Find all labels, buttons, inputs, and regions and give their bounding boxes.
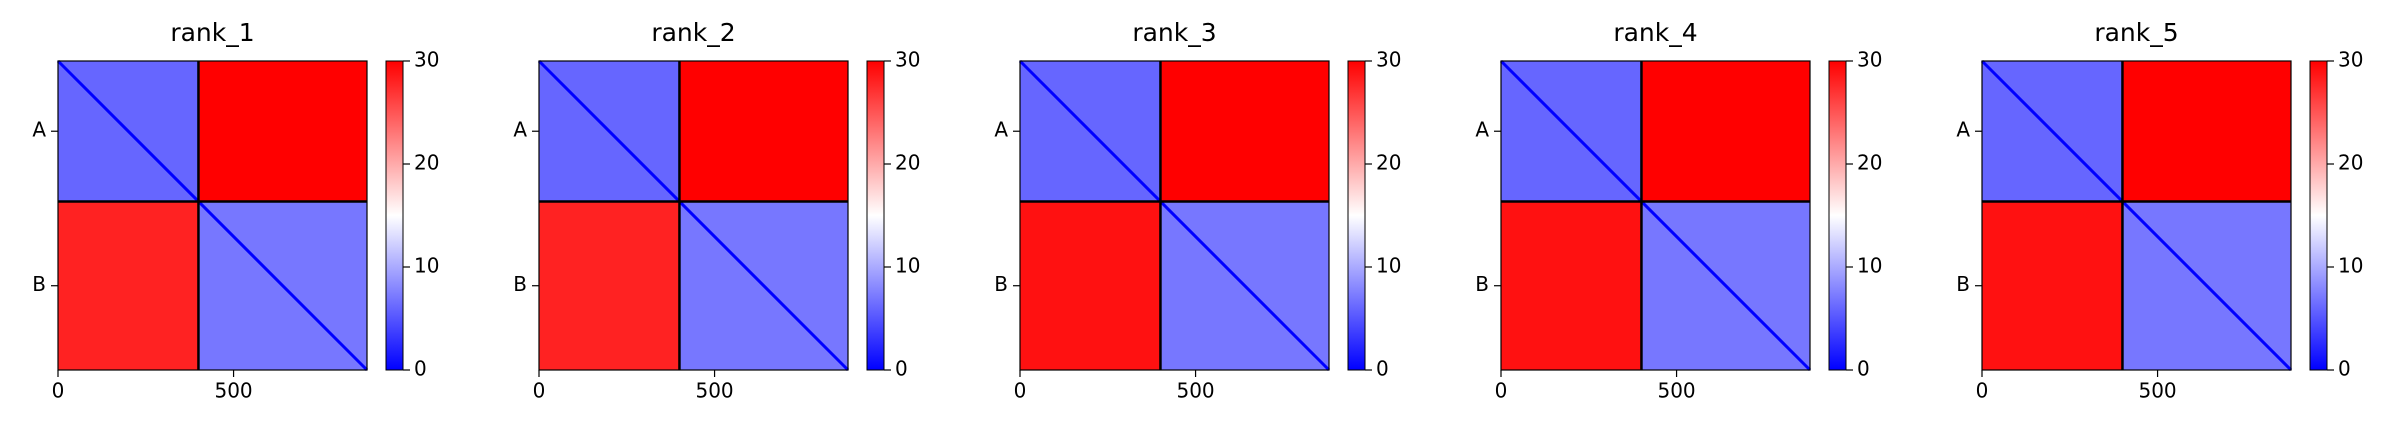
- y-tick-label: A: [994, 118, 1008, 142]
- y-tick-label: B: [513, 272, 527, 296]
- colorbar-tick-label: 0: [1857, 357, 1870, 381]
- plot-frame: [57, 60, 368, 371]
- diagonal: [56, 59, 200, 203]
- x-tick-label: 500: [214, 379, 252, 403]
- colorbar-tick-label: 0: [1376, 357, 1389, 381]
- colorbar: [385, 60, 404, 371]
- colorbar-tick-label: 30: [414, 48, 439, 72]
- diagonal: [197, 200, 369, 372]
- x-tick-label: 500: [2138, 379, 2176, 403]
- diagonal: [537, 59, 681, 203]
- plot-frame: [1981, 60, 2292, 371]
- colorbar-tick-label: 30: [1376, 48, 1401, 72]
- chart-title: rank_1: [170, 18, 254, 47]
- colorbar-tick-label: 20: [414, 151, 439, 175]
- colorbar-tick-label: 30: [895, 48, 920, 72]
- colorbar-tick-label: 0: [895, 357, 908, 381]
- colorbar: [2309, 60, 2328, 371]
- x-tick-label: 0: [533, 379, 546, 403]
- plot-frame: [538, 60, 849, 371]
- colorbar-tick-label: 10: [895, 254, 920, 278]
- colorbar-tick-label: 10: [1376, 254, 1401, 278]
- colorbar-tick-label: 20: [1376, 151, 1401, 175]
- colorbar-tick-label: 10: [2338, 254, 2363, 278]
- diagonal: [1980, 59, 2124, 203]
- heatmap-cell: [1160, 61, 1329, 202]
- heatmap-cell: [1641, 61, 1810, 202]
- x-tick-label: 500: [695, 379, 733, 403]
- colorbar-tick-label: 20: [2338, 151, 2363, 175]
- heatmap-cell: [198, 61, 367, 202]
- y-tick-label: B: [994, 272, 1008, 296]
- y-tick-label: B: [1956, 272, 1970, 296]
- heatmap-cell: [679, 61, 848, 202]
- diagonal: [1640, 200, 1812, 372]
- plot-frame: [1500, 60, 1811, 371]
- diagonal: [1499, 59, 1643, 203]
- heatmap-cell: [58, 201, 199, 370]
- colorbar: [1828, 60, 1847, 371]
- chart-title: rank_5: [2094, 18, 2178, 47]
- heatmap-cell: [539, 201, 680, 370]
- x-tick-label: 0: [1014, 379, 1027, 403]
- diagonal: [1018, 59, 1162, 203]
- chart-title: rank_3: [1132, 18, 1216, 47]
- x-tick-label: 500: [1657, 379, 1695, 403]
- diagonal: [678, 200, 850, 372]
- colorbar-tick-label: 10: [414, 254, 439, 278]
- colorbar-tick-label: 30: [2338, 48, 2363, 72]
- y-tick-label: A: [1956, 118, 1970, 142]
- colorbar-tick-label: 20: [895, 151, 920, 175]
- y-tick-label: A: [513, 118, 527, 142]
- heatmap-cell: [1020, 201, 1161, 370]
- colorbar-tick-label: 0: [2338, 357, 2351, 381]
- chart-title: rank_4: [1613, 18, 1697, 47]
- colorbar-tick-label: 30: [1857, 48, 1882, 72]
- diagonal: [1159, 200, 1331, 372]
- colorbar-tick-label: 20: [1857, 151, 1882, 175]
- y-tick-label: B: [1475, 272, 1489, 296]
- colorbar: [1347, 60, 1366, 371]
- chart-title: rank_2: [651, 18, 735, 47]
- y-tick-label: A: [32, 118, 46, 142]
- x-tick-label: 0: [1495, 379, 1508, 403]
- heatmap-cell: [2122, 61, 2291, 202]
- y-tick-label: A: [1475, 118, 1489, 142]
- x-tick-label: 500: [1176, 379, 1214, 403]
- colorbar-tick-label: 10: [1857, 254, 1882, 278]
- colorbar-tick-label: 0: [414, 357, 427, 381]
- diagonal: [2121, 200, 2293, 372]
- heatmap-cell: [1501, 201, 1642, 370]
- x-tick-label: 0: [1976, 379, 1989, 403]
- y-tick-label: B: [32, 272, 46, 296]
- x-tick-label: 0: [52, 379, 65, 403]
- colorbar: [866, 60, 885, 371]
- heatmap-cell: [1982, 201, 2123, 370]
- plot-frame: [1019, 60, 1330, 371]
